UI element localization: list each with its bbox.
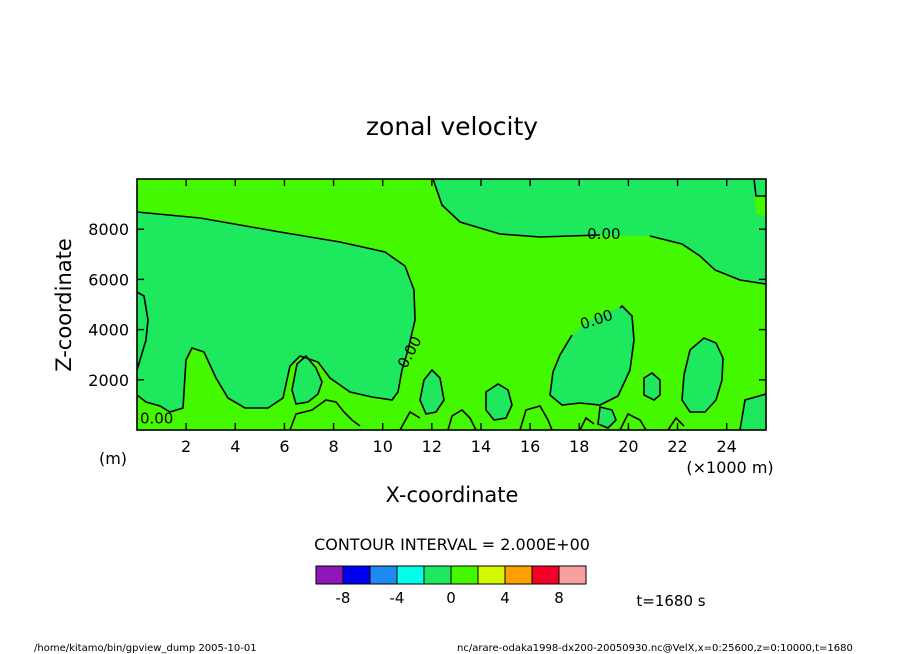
y-unit-label: (m) <box>99 449 127 468</box>
colorbar-swatch <box>423 565 452 585</box>
lower-contour <box>136 347 403 413</box>
bubble-contour-5 <box>485 383 513 421</box>
x-unit-label: (×1000 m) <box>686 458 773 477</box>
x-axis-ticks: 2 4 6 8 10 12 14 16 18 20 22 24 <box>181 179 737 456</box>
y-tick-label: 6000 <box>88 270 129 289</box>
upper-contour <box>136 211 416 371</box>
x-tick-label: 22 <box>667 437 687 456</box>
x-tick-label: 4 <box>230 437 240 456</box>
x-axis-title: X-coordinate <box>386 483 519 507</box>
colorbar-tick-label: -8 <box>336 589 351 607</box>
y-axis-ticks: 2000 4000 6000 8000 <box>88 220 766 390</box>
left-edge-contour <box>136 291 149 371</box>
bubble-contour-1 <box>643 372 661 401</box>
bubble-contour-6 <box>597 406 617 429</box>
contour-label-text: 0.00 <box>587 225 620 243</box>
colorbar-swatch <box>504 565 533 585</box>
colorbar-swatch <box>477 565 506 585</box>
colorbar-tick-labels: -8 -4 0 4 8 <box>336 589 564 607</box>
x-tick-label: 2 <box>181 437 191 456</box>
upper-right-contour <box>432 178 767 285</box>
lower-right-contour <box>739 393 767 431</box>
x-tick-label: 12 <box>422 437 442 456</box>
y-axis-title: Z-coordinate <box>52 238 76 372</box>
colorbar-swatch <box>531 565 560 585</box>
footer-right: nc/arare-odaka1998-dx200-20050930.nc@Vel… <box>457 643 853 654</box>
colorbar-tick-label: 0 <box>446 589 456 607</box>
x-tick-label: 14 <box>471 437 491 456</box>
x-tick-label: 10 <box>373 437 393 456</box>
negative-regions <box>137 179 766 430</box>
colorbar-swatch <box>369 565 398 585</box>
y-tick-label: 4000 <box>88 321 129 340</box>
x-tick-label: 8 <box>328 437 338 456</box>
colorbar <box>315 565 587 585</box>
plot-frame <box>136 178 767 431</box>
contour-label-text: 0.00 <box>140 410 173 428</box>
contour-label: 0.00 <box>140 410 173 428</box>
colorbar-tick-label: -4 <box>390 589 405 607</box>
time-label: t=1680 s <box>636 592 705 610</box>
colorbar-tick-label: 8 <box>554 589 564 607</box>
y-tick-label: 8000 <box>88 220 129 239</box>
footer-left: /home/kitamo/bin/gpview_dump 2005-10-01 <box>34 643 257 654</box>
contour-label: 0.00 <box>587 225 620 243</box>
colorbar-swatch <box>450 565 479 585</box>
x-tick-label: 16 <box>520 437 540 456</box>
bubble-contour-3 <box>291 354 323 405</box>
x-tick-label: 20 <box>618 437 638 456</box>
middle-contour <box>549 304 635 406</box>
bubble-contour-4 <box>419 368 445 415</box>
bubble-contour-2 <box>681 337 724 413</box>
x-tick-label: 6 <box>279 437 289 456</box>
chart-title: zonal velocity <box>366 112 538 141</box>
contour-interval: CONTOUR INTERVAL = 2.000E+00 <box>314 535 590 554</box>
top-right-corner-contour <box>753 178 766 197</box>
x-tick-label: 18 <box>569 437 589 456</box>
x-tick-label: 24 <box>717 437 737 456</box>
ground-ripple-contour <box>289 399 685 431</box>
colorbar-swatch <box>342 565 371 585</box>
colorbar-swatch <box>396 565 425 585</box>
colorbar-swatch <box>315 565 344 585</box>
colorbar-swatch <box>558 565 587 585</box>
colorbar-tick-label: 4 <box>500 589 510 607</box>
y-tick-label: 2000 <box>88 371 129 390</box>
zero-contours <box>136 178 767 431</box>
